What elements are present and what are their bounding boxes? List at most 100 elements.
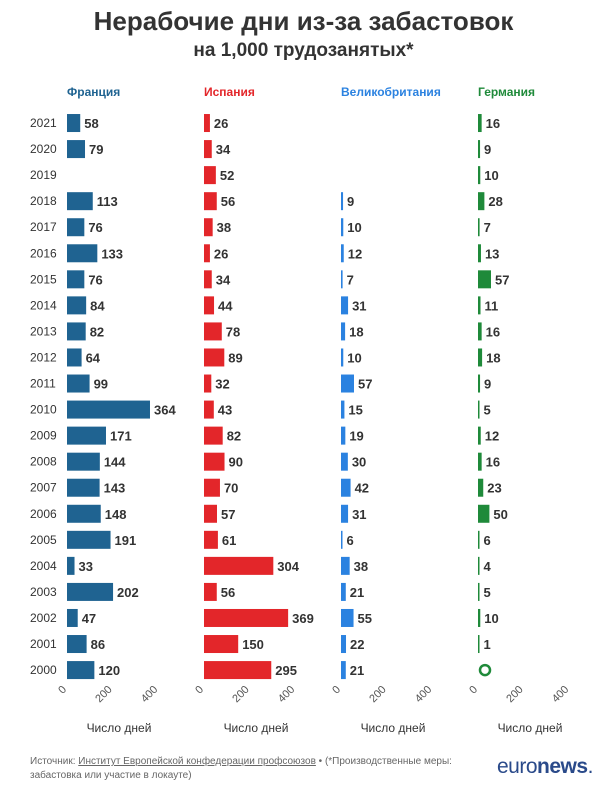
bar: [204, 296, 215, 315]
bar: [67, 296, 87, 315]
bar-value-label: 148: [105, 507, 127, 522]
bar-value-label: 21: [350, 663, 364, 678]
bar-value-label: 18: [349, 324, 363, 339]
bar-value-label: 12: [348, 246, 362, 261]
bar: [67, 244, 98, 263]
bar: [67, 608, 78, 627]
year-label: 2008: [30, 455, 57, 469]
bar-value-label: 30: [352, 455, 366, 470]
year-label: 2000: [30, 663, 57, 677]
bar-value-label: 143: [104, 481, 126, 496]
bar: [341, 296, 349, 315]
x-axis-label: Число дней: [224, 721, 289, 735]
bar-value-label: 133: [101, 246, 123, 261]
bar-value-label: 16: [486, 455, 500, 470]
bar: [478, 140, 481, 159]
bar-value-label: 19: [349, 429, 363, 444]
bar: [341, 661, 346, 680]
year-label: 2004: [30, 559, 57, 573]
bar: [204, 635, 239, 654]
bar: [478, 244, 481, 263]
bar-value-label: 57: [495, 272, 509, 287]
bar: [478, 608, 481, 627]
bar-value-label: 10: [484, 611, 498, 626]
bar-value-label: 9: [484, 377, 491, 392]
bar-value-label: 6: [484, 533, 491, 548]
bar: [478, 348, 483, 367]
bar-value-label: 34: [216, 142, 231, 157]
x-tick-label: 200: [93, 684, 114, 705]
x-tick-label: 400: [413, 684, 434, 705]
bar: [204, 218, 213, 237]
year-label: 2013: [30, 324, 57, 338]
chart-subtitle: на 1,000 трудозанятых*: [193, 40, 414, 61]
bar: [478, 582, 480, 601]
year-label: 2016: [30, 246, 57, 260]
bar: [204, 270, 212, 289]
bar: [341, 192, 344, 211]
bar-value-label: 7: [347, 272, 354, 287]
year-label: 2010: [30, 403, 57, 417]
bar-value-label: 6: [347, 533, 354, 548]
bar-value-label: 7: [484, 220, 491, 235]
bar-value-label: 120: [98, 663, 120, 678]
bar: [204, 556, 274, 575]
bar-value-label: 89: [228, 350, 242, 365]
bar: [478, 530, 480, 549]
year-label: 2021: [30, 116, 57, 130]
bar-value-label: 18: [486, 350, 500, 365]
bar: [341, 400, 345, 419]
bar-value-label: 22: [350, 637, 364, 652]
bar: [341, 270, 343, 289]
year-label: 2019: [30, 168, 57, 182]
bar-value-label: 304: [277, 559, 299, 574]
year-label: 2006: [30, 507, 57, 521]
bar-value-label: 113: [97, 194, 118, 209]
bar: [204, 244, 210, 263]
bar-value-label: 21: [350, 585, 364, 600]
bar: [67, 140, 86, 159]
bar-value-label: 12: [485, 429, 499, 444]
bar: [341, 504, 349, 523]
year-label: 2011: [30, 377, 56, 391]
x-tick-label: 0: [193, 684, 206, 697]
bar-value-label: 76: [88, 220, 102, 235]
bar: [341, 348, 344, 367]
x-axis-label: Число дней: [361, 721, 426, 735]
bar: [478, 218, 480, 237]
year-label: 2015: [30, 272, 57, 286]
bar: [67, 374, 90, 393]
bar: [204, 426, 223, 445]
series-header: Великобритания: [341, 85, 441, 99]
year-label: 2007: [30, 481, 57, 495]
bar: [341, 556, 350, 575]
bar-value-label: 57: [358, 377, 372, 392]
bar-value-label: 16: [486, 116, 500, 131]
bar-value-label: 10: [347, 350, 361, 365]
x-tick-label: 0: [56, 684, 69, 697]
bar: [204, 322, 222, 341]
x-axis-label: Число дней: [87, 721, 152, 735]
x-tick-label: 200: [367, 684, 388, 705]
bar: [478, 322, 482, 341]
bar: [204, 348, 225, 367]
bar: [478, 192, 485, 211]
bar-value-label: 26: [214, 246, 228, 261]
year-label: 2014: [30, 298, 57, 312]
bar: [341, 218, 344, 237]
bar-value-label: 44: [218, 298, 233, 313]
bar: [478, 270, 491, 289]
bar: [341, 530, 343, 549]
bar-value-label: 9: [347, 194, 354, 209]
series-header: Испания: [204, 85, 255, 99]
bar-value-label: 61: [222, 533, 236, 548]
strike-days-chart: 2021202020192018201720162015201420132012…: [30, 85, 571, 735]
bar-value-label: 295: [275, 663, 297, 678]
source-link[interactable]: Институт Европейской конфедерации профсо…: [78, 756, 316, 767]
bar: [67, 270, 85, 289]
year-label: 2003: [30, 585, 57, 599]
bar-value-label: 90: [229, 455, 243, 470]
bar-value-label: 202: [117, 585, 139, 600]
bar: [204, 582, 217, 601]
bar: [204, 478, 220, 497]
